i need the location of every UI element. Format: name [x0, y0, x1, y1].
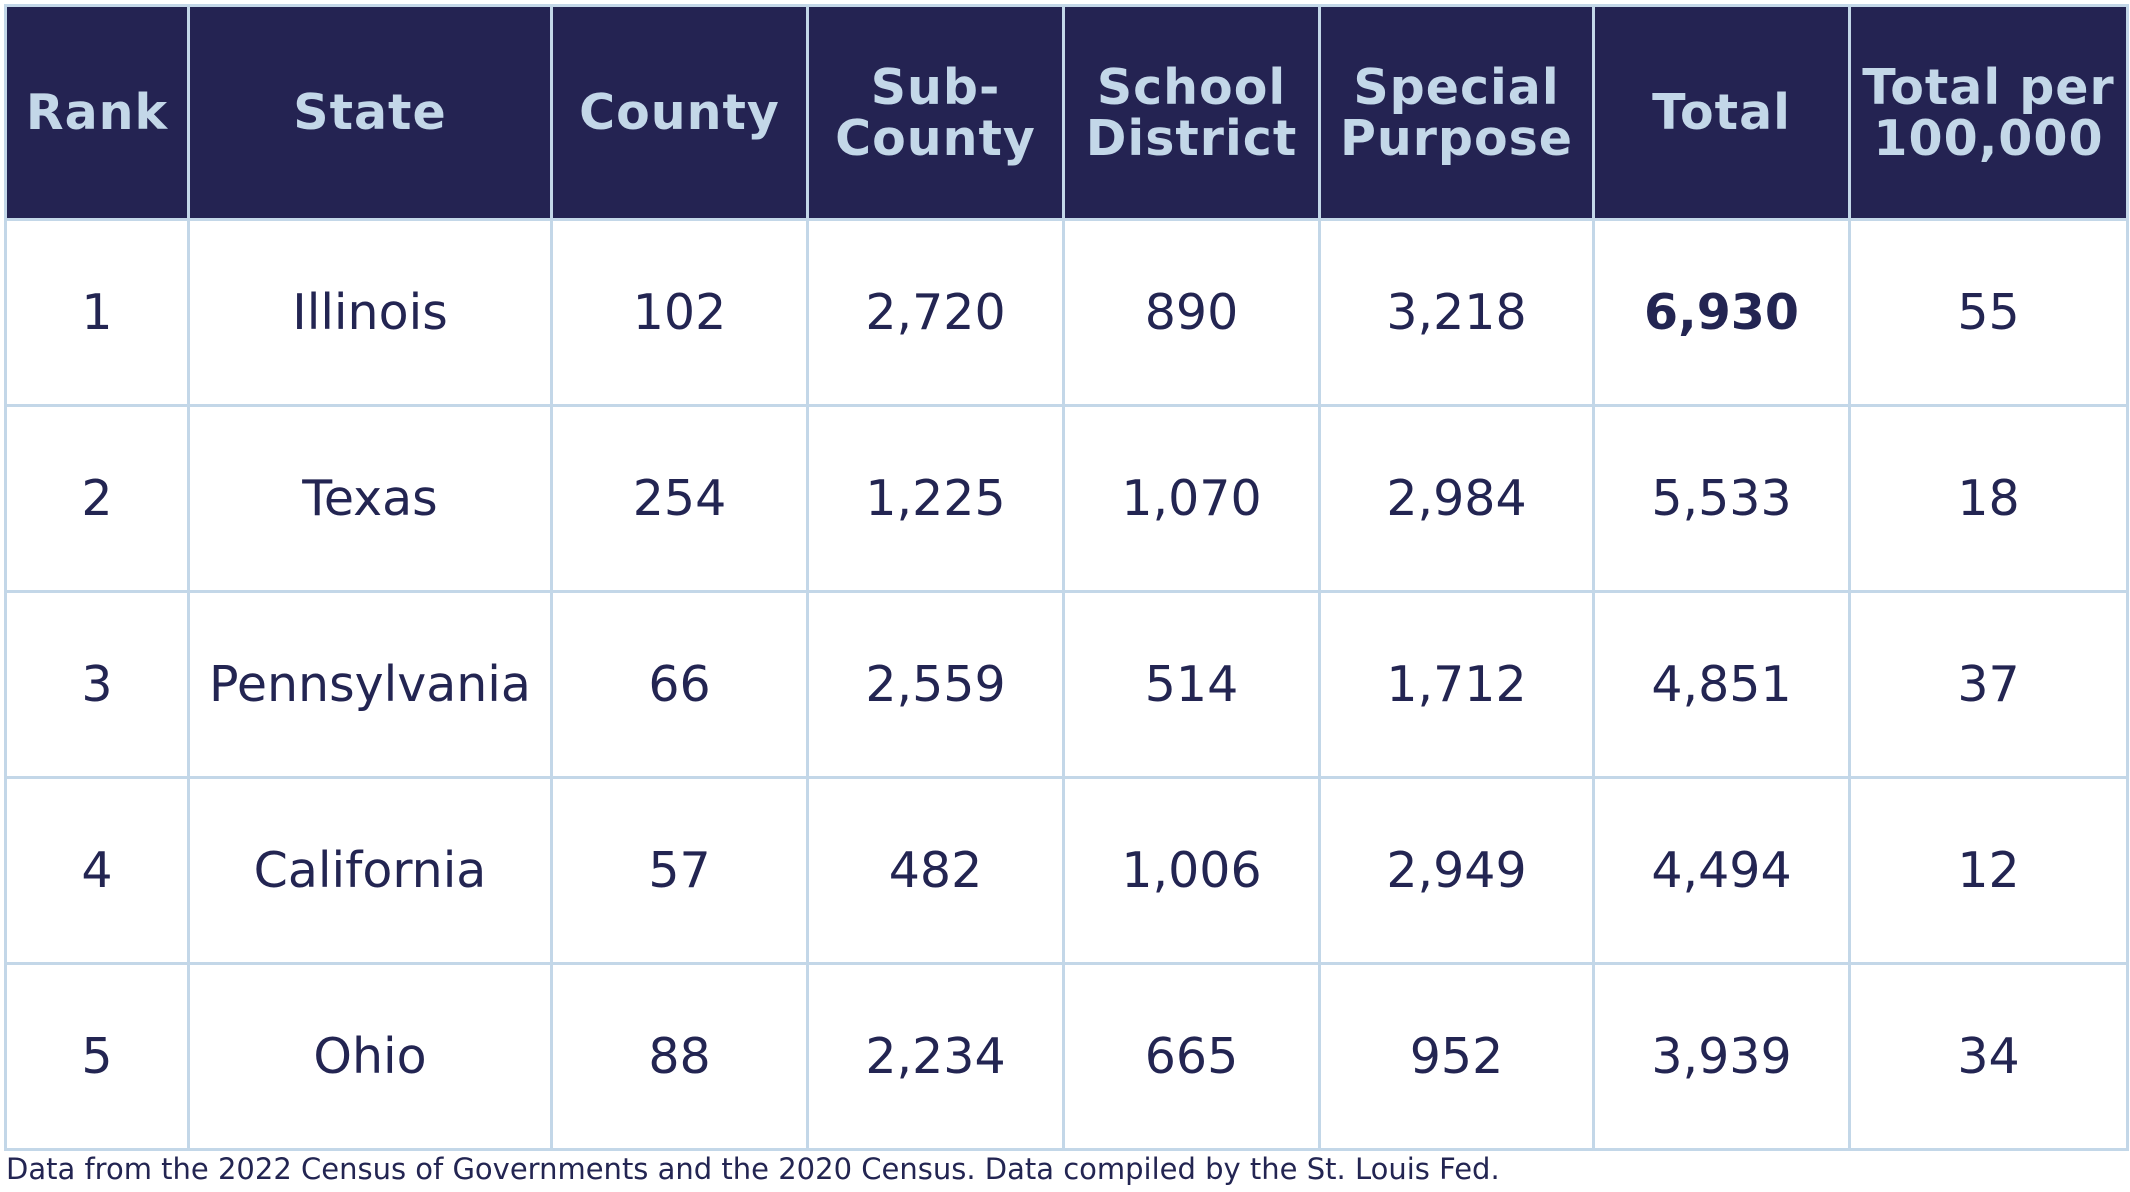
cell-sub-county: 2,559	[806, 590, 1065, 779]
cell-rank: 2	[4, 404, 190, 593]
column-header-total-per-100-000: Total per 100,000	[1848, 4, 2129, 221]
column-header-label: Rank	[25, 84, 169, 141]
cell-state: Texas	[187, 404, 553, 593]
cell-county: 102	[550, 218, 809, 407]
table-row: 4 California 57 482 1,006 2,949 4,494 12	[4, 776, 2129, 965]
column-header-label: Special Purpose	[1339, 58, 1574, 167]
column-header-label: Total	[1652, 84, 1791, 141]
cell-state: Ohio	[187, 962, 553, 1151]
cell-sub-county: 1,225	[806, 404, 1065, 593]
table-row: 1 Illinois 102 2,720 890 3,218 6,930 55	[4, 218, 2129, 407]
cell-county: 57	[550, 776, 809, 965]
cell-state: Pennsylvania	[187, 590, 553, 779]
source-footnote: Data from the 2022 Census of Governments…	[6, 1152, 1500, 1186]
cell-rank: 3	[4, 590, 190, 779]
table-body: 1 Illinois 102 2,720 890 3,218 6,930 55 2 Texas 25…	[4, 218, 2129, 1151]
cell-state: California	[187, 776, 553, 965]
column-header-state: State	[187, 4, 553, 221]
column-header-special-purpose: Special Purpose	[1318, 4, 1595, 221]
cell-total: 5,533	[1592, 404, 1851, 593]
cell-school-district: 1,006	[1062, 776, 1321, 965]
government-units-table: Rank State County Sub- County School Distric…	[4, 4, 2129, 1151]
cell-sub-county: 2,234	[806, 962, 1065, 1151]
column-header-total: Total	[1592, 4, 1851, 221]
cell-state: Illinois	[187, 218, 553, 407]
cell-total-per-100-000: 34	[1848, 962, 2129, 1151]
table-row: 3 Pennsylvania 66 2,559 514 1,712 4,851 37	[4, 590, 2129, 779]
cell-total-per-100-000: 55	[1848, 218, 2129, 407]
cell-special-purpose: 1,712	[1318, 590, 1595, 779]
column-header-rank: Rank	[4, 4, 190, 221]
cell-total: 3,939	[1592, 962, 1851, 1151]
cell-total-per-100-000: 12	[1848, 776, 2129, 965]
header-row: Rank State County Sub- County School Distric…	[4, 4, 2129, 221]
cell-sub-county: 2,720	[806, 218, 1065, 407]
cell-county: 88	[550, 962, 809, 1151]
cell-school-district: 890	[1062, 218, 1321, 407]
column-header-label: School District	[1085, 58, 1298, 167]
column-header-sub-county: Sub- County	[806, 4, 1065, 221]
cell-rank: 4	[4, 776, 190, 965]
column-header-label: Total per 100,000	[1862, 58, 2115, 167]
cell-county: 254	[550, 404, 809, 593]
cell-county: 66	[550, 590, 809, 779]
column-header-school-district: School District	[1062, 4, 1321, 221]
cell-special-purpose: 2,984	[1318, 404, 1595, 593]
cell-total: 6,930	[1592, 218, 1851, 407]
cell-school-district: 665	[1062, 962, 1321, 1151]
column-header-label: State	[293, 84, 447, 141]
table-row: 2 Texas 254 1,225 1,070 2,984 5,533 18	[4, 404, 2129, 593]
cell-rank: 5	[4, 962, 190, 1151]
cell-rank: 1	[4, 218, 190, 407]
cell-special-purpose: 952	[1318, 962, 1595, 1151]
cell-total: 4,851	[1592, 590, 1851, 779]
cell-total: 4,494	[1592, 776, 1851, 965]
column-header-label: Sub- County	[835, 58, 1036, 167]
column-header-label: County	[579, 84, 780, 141]
cell-total-per-100-000: 37	[1848, 590, 2129, 779]
cell-special-purpose: 3,218	[1318, 218, 1595, 407]
cell-school-district: 514	[1062, 590, 1321, 779]
cell-special-purpose: 2,949	[1318, 776, 1595, 965]
cell-total-per-100-000: 18	[1848, 404, 2129, 593]
cell-sub-county: 482	[806, 776, 1065, 965]
column-header-county: County	[550, 4, 809, 221]
cell-school-district: 1,070	[1062, 404, 1321, 593]
table-row: 5 Ohio 88 2,234 665 952 3,939 34	[4, 962, 2129, 1151]
